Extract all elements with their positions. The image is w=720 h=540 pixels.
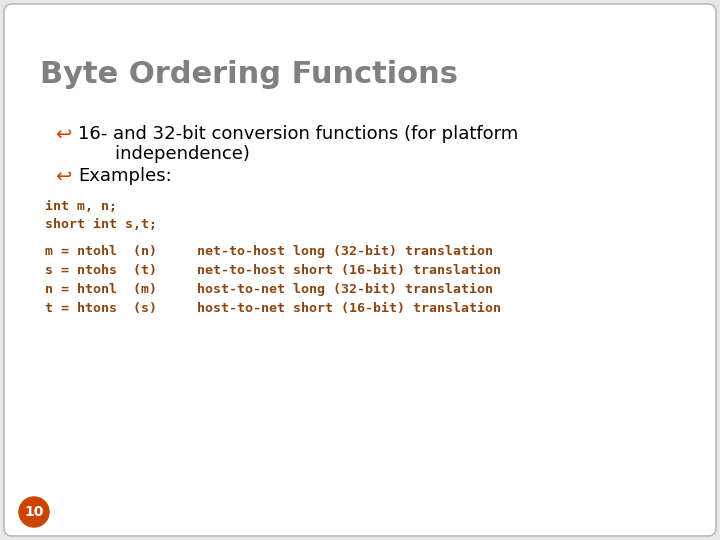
- Text: independence): independence): [92, 145, 250, 163]
- Circle shape: [19, 497, 49, 527]
- Text: 10: 10: [24, 505, 44, 519]
- Text: 16- and 32-bit conversion functions (for platform: 16- and 32-bit conversion functions (for…: [78, 125, 518, 143]
- Text: t = htons  (s)     host-to-net short (16-bit) translation: t = htons (s) host-to-net short (16-bit)…: [45, 302, 501, 315]
- Text: Byte Ordering Functions: Byte Ordering Functions: [40, 60, 458, 89]
- Text: n = htonl  (m)     host-to-net long (32-bit) translation: n = htonl (m) host-to-net long (32-bit) …: [45, 283, 493, 296]
- Text: short int s,t;: short int s,t;: [45, 218, 157, 231]
- Text: s = ntohs  (t)     net-to-host short (16-bit) translation: s = ntohs (t) net-to-host short (16-bit)…: [45, 264, 501, 277]
- FancyBboxPatch shape: [4, 4, 716, 536]
- Text: ↩: ↩: [55, 167, 71, 186]
- Text: m = ntohl  (n)     net-to-host long (32-bit) translation: m = ntohl (n) net-to-host long (32-bit) …: [45, 245, 493, 258]
- Text: ↩: ↩: [55, 125, 71, 144]
- Text: Examples:: Examples:: [78, 167, 172, 185]
- Text: int m, n;: int m, n;: [45, 200, 117, 213]
